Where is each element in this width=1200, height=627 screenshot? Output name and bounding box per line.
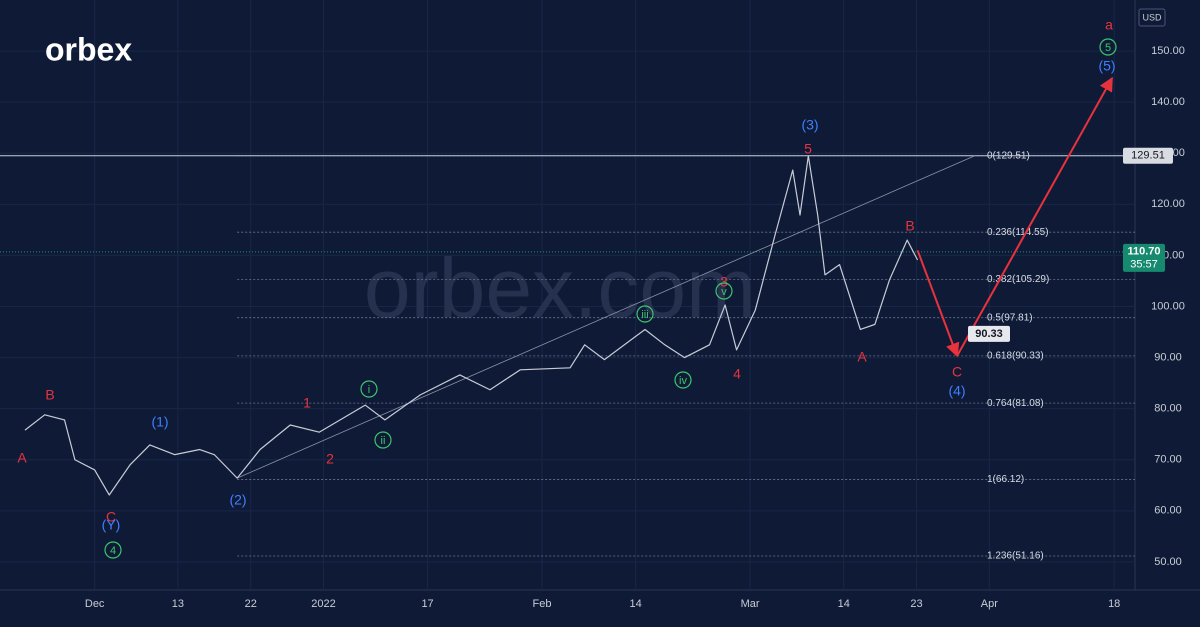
fib-label: 0.5(97.81) [987, 312, 1033, 323]
x-tick-label: 22 [245, 598, 257, 610]
wave-label: ii [381, 435, 386, 447]
x-tick-label: 14 [630, 598, 642, 610]
wave-label: C [106, 509, 116, 525]
y-tick-label: 150.00 [1151, 45, 1185, 57]
last-price-label: 110.70 [1127, 246, 1160, 258]
wave-label: 2 [326, 451, 334, 467]
x-tick-label: 23 [910, 598, 922, 610]
trendline [237, 155, 975, 479]
x-tick-label: Feb [533, 598, 552, 610]
wave-circle [715, 282, 733, 300]
currency-box [1138, 8, 1166, 27]
wave-label: (1) [151, 414, 168, 430]
projection-arrow [956, 76, 1113, 357]
watermark: orbex.com [364, 241, 756, 335]
currency: USD [1142, 12, 1162, 22]
y-tick-label: 120.00 [1151, 198, 1185, 210]
wave-label: B [45, 387, 54, 403]
fib-label: 0.382(105.29) [987, 274, 1049, 285]
wave-label: iv [679, 375, 687, 387]
x-tick-label: 14 [838, 598, 850, 610]
countdown: 35:57 [1130, 259, 1158, 271]
wave-label: a [1105, 17, 1113, 33]
logo: orbex [45, 31, 132, 67]
wave-label: C [952, 364, 962, 380]
wave-label: 5 [804, 141, 812, 157]
x-tick-label: 13 [172, 598, 184, 610]
wave-label: i [368, 384, 370, 396]
grid [0, 0, 1135, 590]
fib-label: 1.236(51.16) [987, 551, 1044, 562]
wave-label: v [721, 286, 727, 298]
y-tick-label: 50.00 [1154, 556, 1182, 568]
target-tag [968, 325, 1010, 342]
wave-label: 1 [303, 395, 311, 411]
fib-label: 0.764(81.08) [987, 398, 1044, 409]
y-tick-label: 90.00 [1154, 351, 1182, 363]
wave-label: 5 [1105, 42, 1111, 54]
wave-label: A [857, 349, 867, 365]
wave-label: (2) [229, 492, 246, 508]
x-tick-label: 17 [421, 598, 433, 610]
high-price-label: 129.51 [1131, 150, 1165, 162]
x-tick-label: 2022 [311, 598, 335, 610]
y-tick-label: 140.00 [1151, 96, 1185, 108]
price-line [24, 155, 919, 496]
y-tick-label: 60.00 [1154, 505, 1182, 517]
wave-label: (5) [1098, 58, 1115, 74]
high-price-tag [1123, 147, 1173, 164]
wave-label: (Y) [102, 517, 121, 533]
x-tick-label: Apr [981, 598, 998, 610]
wave-label: 3 [720, 274, 728, 290]
plot: 50.0060.0070.0080.0090.00100.00110.00120… [0, 17, 1185, 610]
price-axis-area [1135, 0, 1200, 627]
projection-arrow [916, 249, 960, 358]
x-tick-label: 18 [1108, 598, 1120, 610]
y-tick-label: 100.00 [1151, 300, 1185, 312]
wave-circle [1099, 38, 1117, 56]
last-price-tag [1123, 243, 1165, 272]
wave-label: (4) [948, 383, 965, 399]
wave-circle [674, 371, 692, 389]
target-label: 90.33 [975, 328, 1003, 340]
wave-label: 4 [733, 366, 741, 382]
y-tick-label: 70.00 [1154, 454, 1182, 466]
wave-label: B [905, 218, 914, 234]
wave-label: A [17, 450, 27, 466]
fib-label: 0.618(90.33) [987, 351, 1044, 362]
fib-label: 1(66.12) [987, 474, 1024, 485]
wave-label: 4 [110, 545, 116, 557]
y-tick-label: 80.00 [1154, 403, 1182, 415]
wave-label: (3) [801, 117, 818, 133]
wave-circle [360, 380, 378, 398]
wave-label: iii [641, 309, 648, 321]
x-tick-label: Mar [741, 598, 760, 610]
fib-label: 0.236(114.55) [987, 227, 1049, 238]
wave-circle [374, 431, 392, 449]
x-tick-label: Dec [85, 598, 105, 610]
wave-circle [636, 305, 654, 323]
wave-circle [104, 541, 122, 559]
